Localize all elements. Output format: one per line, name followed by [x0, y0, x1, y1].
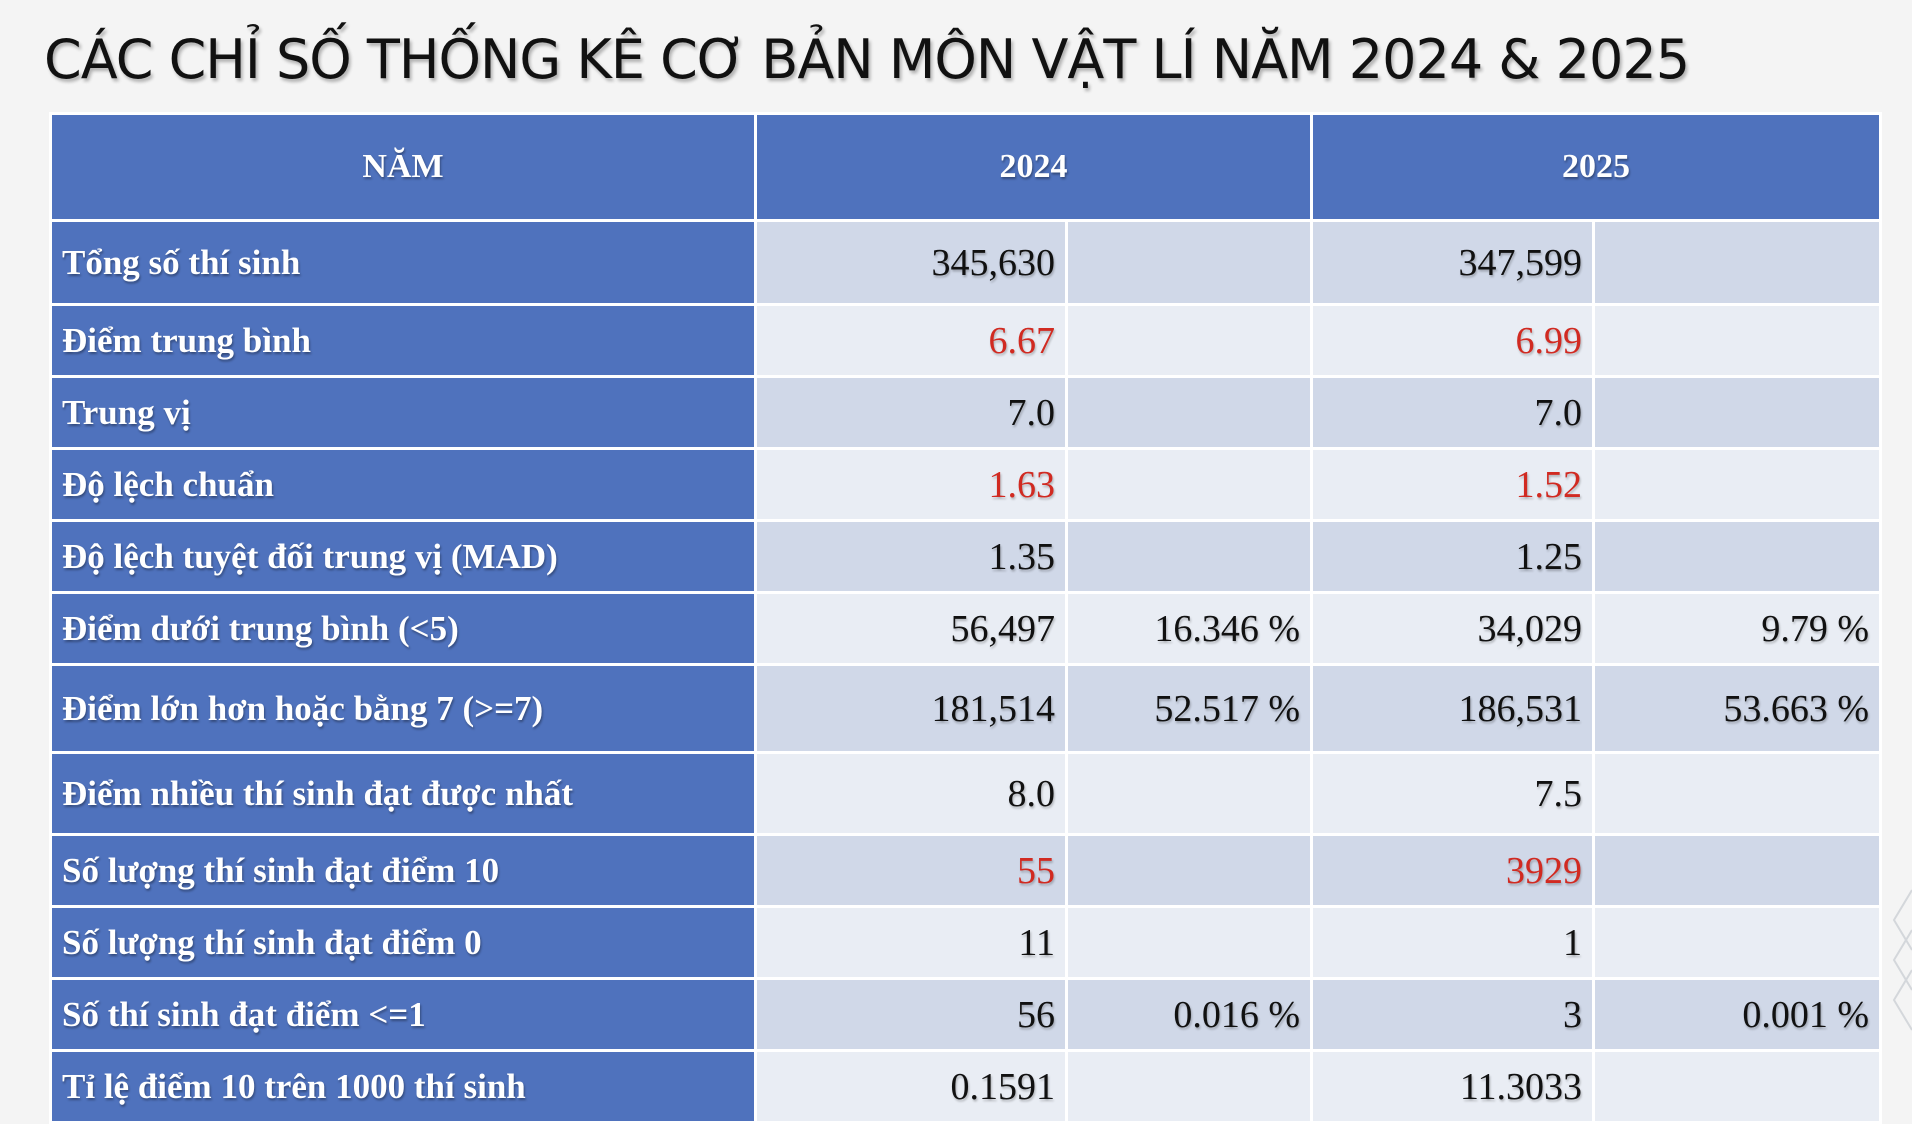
percent-2025 [1592, 375, 1882, 450]
percent-2025 [1592, 519, 1882, 594]
percent-2024 [1065, 905, 1313, 980]
row-label: Điểm trung bình [49, 303, 757, 378]
value-2025: 34,029 [1310, 591, 1595, 666]
value-2024: 7.0 [754, 375, 1068, 450]
table-row: Độ lệch chuẩn 1.63 1.52 [49, 447, 1882, 522]
percent-2024 [1065, 1049, 1313, 1124]
decorative-chevrons [1892, 889, 1912, 1031]
row-label: Tỉ lệ điểm 10 trên 1000 thí sinh [49, 1049, 757, 1124]
table-row: Số lượng thí sinh đạt điểm 0 11 1 [49, 905, 1882, 980]
header-year-label: NĂM [49, 112, 757, 222]
percent-2024 [1065, 447, 1313, 522]
value-2025: 3 [1310, 977, 1595, 1052]
value-2024: 56,497 [754, 591, 1068, 666]
percent-2024 [1065, 751, 1313, 836]
percent-2025: 53.663 % [1592, 663, 1882, 754]
value-2025: 11.3033 [1310, 1049, 1595, 1124]
row-label: Điểm nhiều thí sinh đạt được nhất [49, 751, 757, 836]
value-2025: 1 [1310, 905, 1595, 980]
table-row: Số thí sinh đạt điểm <=1 56 0.016 % 3 0.001 … [49, 977, 1882, 1052]
value-2024: 6.67 [754, 303, 1068, 378]
value-2025: 347,599 [1310, 219, 1595, 306]
header-2025: 2025 [1310, 112, 1882, 222]
table-row: Điểm lớn hơn hoặc bằng 7 (>=7) 181,514 52.… [49, 663, 1882, 754]
value-2024: 1.35 [754, 519, 1068, 594]
value-2025: 7.5 [1310, 751, 1595, 836]
percent-2024 [1065, 375, 1313, 450]
value-2024: 56 [754, 977, 1068, 1052]
statistics-table: NĂM 2024 2025 Tổng số thí sinh 345,630 347… [49, 112, 1882, 1124]
percent-2024: 52.517 % [1065, 663, 1313, 754]
value-2025: 7.0 [1310, 375, 1595, 450]
percent-2024 [1065, 219, 1313, 306]
percent-2024 [1065, 519, 1313, 594]
percent-2024: 0.016 % [1065, 977, 1313, 1052]
value-2024: 11 [754, 905, 1068, 980]
row-label: Điểm lớn hơn hoặc bằng 7 (>=7) [49, 663, 757, 754]
percent-2024 [1065, 833, 1313, 908]
row-label: Điểm dưới trung bình (<5) [49, 591, 757, 666]
percent-2025 [1592, 833, 1882, 908]
percent-2025 [1592, 219, 1882, 306]
value-2024: 1.63 [754, 447, 1068, 522]
row-label: Độ lệch tuyệt đối trung vị (MAD) [49, 519, 757, 594]
value-2024: 8.0 [754, 751, 1068, 836]
row-label: Tổng số thí sinh [49, 219, 757, 306]
header-2024: 2024 [754, 112, 1313, 222]
value-2025: 1.52 [1310, 447, 1595, 522]
row-label: Độ lệch chuẩn [49, 447, 757, 522]
table-row: Số lượng thí sinh đạt điểm 10 55 3929 [49, 833, 1882, 908]
table-row: Độ lệch tuyệt đối trung vị (MAD) 1.35 1.25 [49, 519, 1882, 594]
percent-2025: 9.79 % [1592, 591, 1882, 666]
row-label: Trung vị [49, 375, 757, 450]
value-2025: 3929 [1310, 833, 1595, 908]
value-2024: 0.1591 [754, 1049, 1068, 1124]
table-row: Tổng số thí sinh 345,630 347,599 [49, 219, 1882, 306]
table-row: Tỉ lệ điểm 10 trên 1000 thí sinh 0.1591 11… [49, 1049, 1882, 1124]
table-body: Tổng số thí sinh 345,630 347,599 Điểm trung… [49, 219, 1882, 1124]
value-2024: 55 [754, 833, 1068, 908]
percent-2025 [1592, 447, 1882, 522]
value-2025: 186,531 [1310, 663, 1595, 754]
percent-2025 [1592, 303, 1882, 378]
percent-2024 [1065, 303, 1313, 378]
percent-2025 [1592, 1049, 1882, 1124]
table-row: Điểm trung bình 6.67 6.99 [49, 303, 1882, 378]
value-2025: 1.25 [1310, 519, 1595, 594]
table-row: Điểm dưới trung bình (<5) 56,497 16.346 % 3… [49, 591, 1882, 666]
row-label: Số lượng thí sinh đạt điểm 0 [49, 905, 757, 980]
value-2024: 345,630 [754, 219, 1068, 306]
percent-2024: 16.346 % [1065, 591, 1313, 666]
value-2025: 6.99 [1310, 303, 1595, 378]
row-label: Số thí sinh đạt điểm <=1 [49, 977, 757, 1052]
row-label: Số lượng thí sinh đạt điểm 10 [49, 833, 757, 908]
percent-2025: 0.001 % [1592, 977, 1882, 1052]
slide-title: CÁC CHỈ SỐ THỐNG KÊ CƠ BẢN MÔN VẬT LÍ NĂ… [44, 28, 1690, 91]
table-row: Điểm nhiều thí sinh đạt được nhất 8.0 7.5 [49, 751, 1882, 836]
percent-2025 [1592, 751, 1882, 836]
value-2024: 181,514 [754, 663, 1068, 754]
table-header-row: NĂM 2024 2025 [49, 112, 1882, 222]
table-row: Trung vị 7.0 7.0 [49, 375, 1882, 450]
percent-2025 [1592, 905, 1882, 980]
